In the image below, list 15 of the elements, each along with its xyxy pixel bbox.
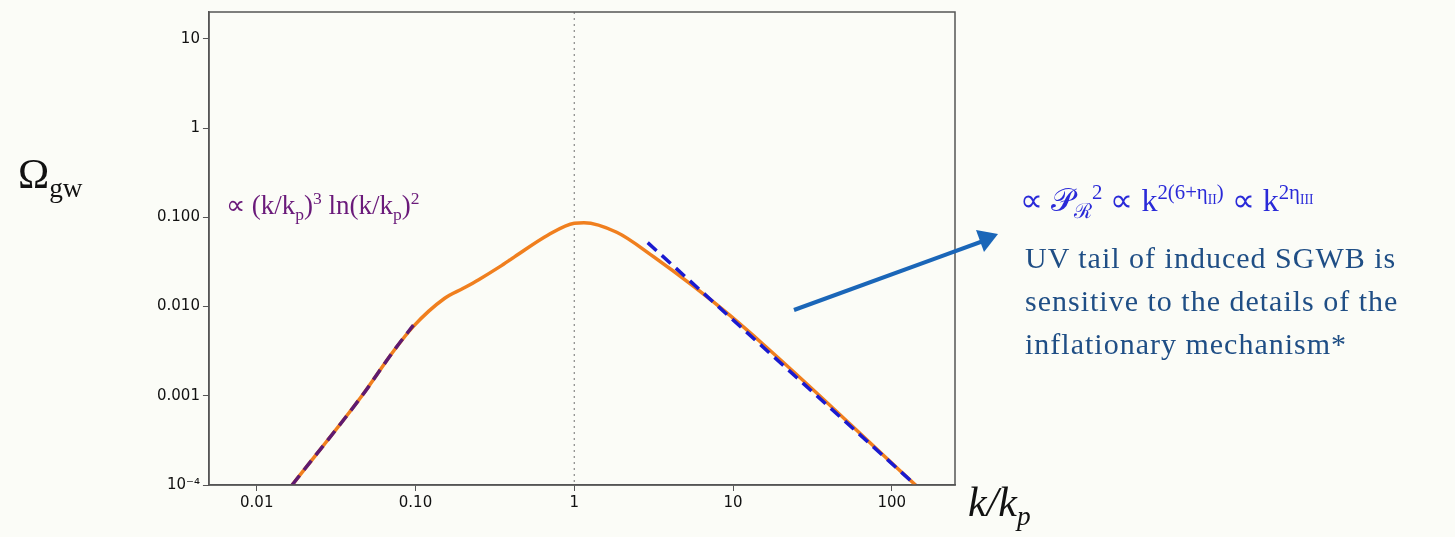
y-tick-label: 10⁻⁴ xyxy=(166,474,200,493)
y-tick-label: 10 xyxy=(180,28,200,47)
x-tick-label: 1 xyxy=(569,492,580,511)
y-axis-title: Ω$_{gw}$ xyxy=(18,150,83,205)
x-tick-label: 100 xyxy=(877,492,907,511)
text: UV tail of induced SGWB is sensitive to the details of the inflationary mechanism* xyxy=(1025,240,1400,362)
x-axis-title: k/k$_{p}$ xyxy=(968,478,1031,533)
annotation: ∝ (k/k$_{p}$)$^{3}$ ln(k/k$_{p}$)$^{2}$ xyxy=(226,188,420,226)
y-tick-label: 0.100 xyxy=(156,207,200,226)
y-tick-label: 1 xyxy=(190,117,200,136)
y-tick-label: 0.001 xyxy=(156,385,200,404)
x-tick-label: 0.01 xyxy=(240,492,274,511)
x-tick-label: 10 xyxy=(723,492,743,511)
y-tick-label: 0.010 xyxy=(156,296,200,315)
x-tick-label: 0.10 xyxy=(398,492,433,511)
